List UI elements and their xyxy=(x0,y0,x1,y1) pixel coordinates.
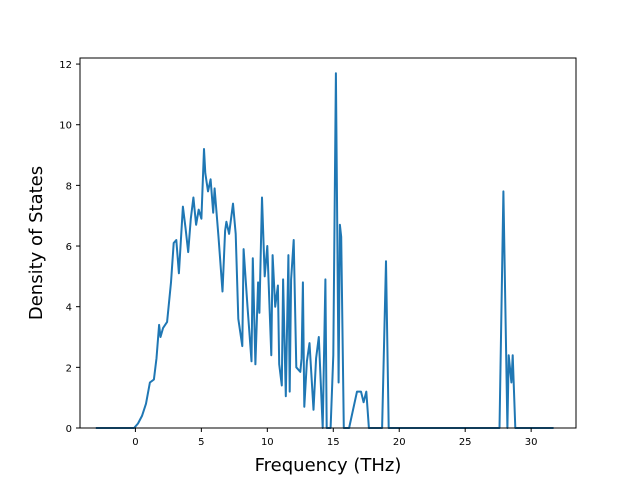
x-tick-label: 0 xyxy=(132,437,138,448)
x-tick-label: 30 xyxy=(525,437,538,448)
y-tick-label: 10 xyxy=(59,121,72,132)
x-tick-label: 20 xyxy=(393,437,406,448)
x-tick-label: 5 xyxy=(198,437,204,448)
axes-frame xyxy=(79,57,577,429)
x-tick-label: 25 xyxy=(459,437,472,448)
y-tick-label: 8 xyxy=(66,181,72,192)
y-tick-label: 12 xyxy=(59,60,72,71)
y-tick-label: 4 xyxy=(66,303,72,314)
y-tick-label: 6 xyxy=(66,242,72,253)
x-tick-label: 10 xyxy=(261,437,274,448)
x-axis-ticks: 0 5 10 15 20 25 30 xyxy=(132,428,538,448)
y-tick-label: 0 xyxy=(66,424,72,435)
x-tick-label: 15 xyxy=(327,437,340,448)
y-tick-label: 2 xyxy=(66,363,72,374)
y-axis-label: Density of States xyxy=(26,166,47,320)
x-axis-label: Frequency (THz) xyxy=(255,455,402,476)
y-axis-ticks: 0 2 4 6 8 10 12 xyxy=(59,60,80,435)
